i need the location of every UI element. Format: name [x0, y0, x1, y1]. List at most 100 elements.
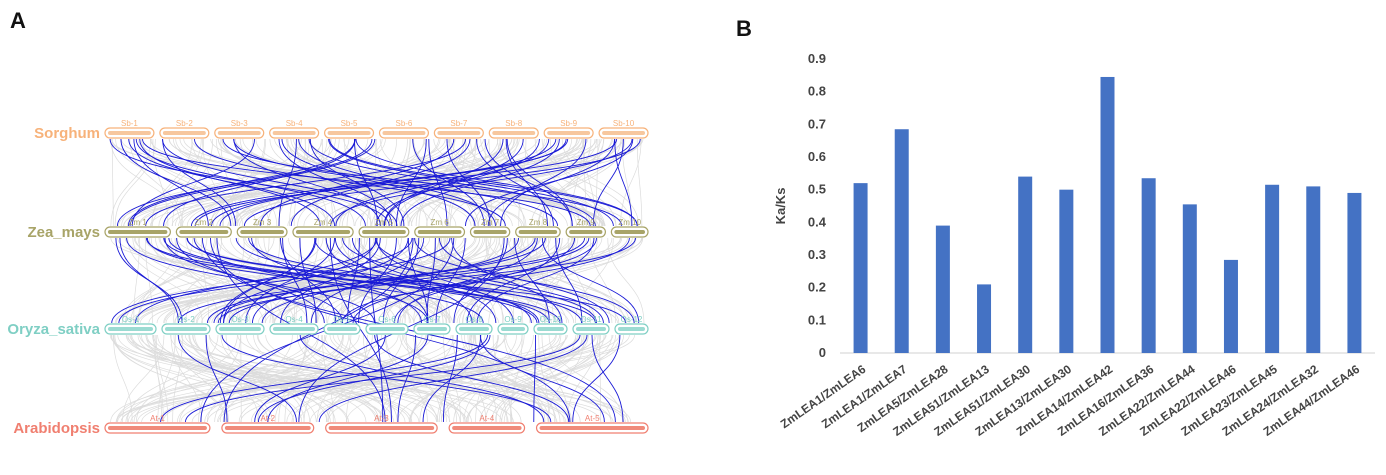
background-link: [110, 138, 181, 227]
background-link: [120, 334, 606, 423]
y-axis-label: Ka/Ks: [773, 188, 788, 225]
background-link: [138, 237, 194, 324]
background-link: [218, 334, 635, 423]
background-link: [110, 138, 152, 227]
bar: [977, 284, 992, 353]
background-link: [261, 138, 328, 227]
background-link: [499, 334, 583, 423]
x-tick-label: ZmLEA14/ZmLEA42: [1014, 362, 1116, 439]
y-tick-label: 0: [819, 345, 826, 360]
background-link: [220, 334, 293, 423]
chromosome-bar: [437, 131, 481, 135]
highlighted-link: [139, 138, 321, 227]
chromosome-bar: [224, 426, 311, 430]
background-link: [499, 138, 584, 227]
y-tick-label: 0.5: [808, 182, 826, 197]
highlighted-link: [414, 237, 635, 324]
background-link: [294, 237, 300, 324]
highlighted-link: [267, 334, 429, 423]
highlighted-link: [221, 334, 552, 423]
chromosome-bar: [569, 230, 603, 234]
chromosome-label: Os-4: [285, 315, 303, 324]
chromosome-bar: [576, 327, 606, 331]
highlighted-link: [309, 138, 405, 227]
chromosome-bar: [382, 131, 426, 135]
background-link: [589, 237, 617, 324]
chromosome-label: Sb-6: [395, 119, 412, 128]
x-tick-label: ZmLEA13/ZmLEA30: [973, 362, 1075, 439]
background-link: [193, 237, 449, 324]
highlighted-link: [185, 334, 581, 423]
x-tick-label: ZmLEA22/ZmLEA44: [1096, 362, 1198, 439]
chromosome-bar: [217, 131, 261, 135]
background-link: [189, 334, 328, 423]
highlighted-link: [278, 138, 297, 227]
chromosome-bar: [417, 327, 447, 331]
highlighted-link: [278, 138, 393, 227]
background-link: [443, 237, 515, 324]
background-link: [154, 334, 163, 423]
background-link: [505, 334, 612, 423]
chromosome-label: Os-8: [465, 315, 483, 324]
chromosome-label: Os-5: [333, 315, 351, 324]
highlighted-link: [330, 138, 633, 227]
background-link: [293, 138, 306, 227]
highlighted-link: [395, 138, 427, 227]
species-label: Sorghum: [34, 125, 100, 142]
background-link: [295, 138, 329, 227]
highlighted-link: [223, 237, 377, 324]
highlighted-link: [257, 334, 491, 423]
background-link: [433, 138, 617, 227]
chromosome-label: At-3: [374, 414, 389, 423]
chromosome-bar: [328, 426, 435, 430]
background-link: [388, 138, 465, 227]
bar: [1100, 76, 1115, 353]
highlighted-link: [533, 334, 537, 423]
background-link: [181, 138, 214, 227]
chromosome-label: At-5: [585, 414, 600, 423]
highlighted-link: [591, 334, 624, 423]
bar: [1182, 204, 1197, 353]
highlighted-link: [355, 138, 638, 227]
background-link: [135, 334, 238, 423]
chromosome-bar: [602, 131, 645, 135]
background-link: [114, 138, 156, 227]
chromosome-label: Zm 3: [253, 218, 272, 227]
background-link: [188, 334, 317, 423]
chromosome-tracks: Sb-1 Sb-2 Sb-3 Sb-4 Sb-5 Sb-6 Sb-7 Sb-8 Sb-9 Sb-1…: [104, 119, 649, 434]
highlighted-link: [201, 237, 616, 423]
background-link: [110, 334, 386, 423]
chromosome-label: Zm 2: [195, 218, 214, 227]
highlighted-link: [205, 334, 228, 423]
highlighted-link: [422, 334, 482, 423]
highlighted-link: [282, 237, 308, 324]
x-tick-label: ZmLEA24/ZmLEA32: [1220, 362, 1322, 439]
background-link: [487, 237, 636, 324]
chromosome-label: Os-9: [504, 315, 522, 324]
background-link: [574, 237, 614, 324]
chromosome-bar: [327, 327, 357, 331]
background-link: [127, 334, 433, 423]
background-link: [329, 334, 565, 423]
highlighted-link: [193, 237, 429, 324]
background-link: [424, 138, 527, 227]
chromosome-label: Sb-10: [613, 119, 635, 128]
background-link: [254, 138, 578, 227]
background-link: [191, 334, 630, 423]
chromosome-bar: [273, 327, 315, 331]
bar: [1306, 186, 1321, 353]
chromosome-label: Os-11: [580, 315, 602, 324]
highlighted-link: [314, 237, 532, 324]
highlighted-link: [115, 237, 183, 324]
highlighted-link: [118, 237, 451, 324]
chromosome-bar: [452, 426, 522, 430]
background-link: [146, 334, 437, 423]
highlighted-link: [487, 138, 616, 227]
highlighted-link: [162, 138, 398, 227]
bar: [1223, 259, 1238, 353]
bar: [1265, 184, 1280, 353]
background-link: [130, 334, 349, 423]
bar-chart-tick-labels: 0 0.1 0.2 0.3 0.4 0.5 0.6 0.7 0.8 0.9 Ka/Ks ZmLEA1/…: [773, 51, 1362, 439]
background-link: [324, 237, 597, 324]
bar: [1347, 192, 1362, 353]
